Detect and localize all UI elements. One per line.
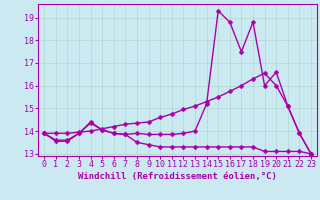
X-axis label: Windchill (Refroidissement éolien,°C): Windchill (Refroidissement éolien,°C) bbox=[78, 172, 277, 181]
